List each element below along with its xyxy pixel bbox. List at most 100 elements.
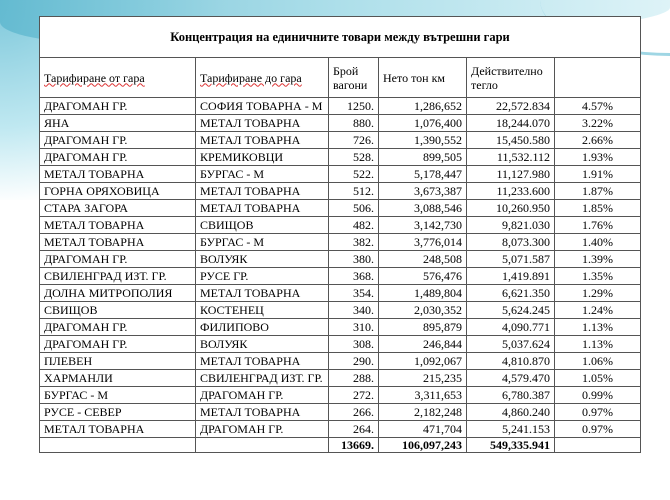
- cell-share: 1.05%: [553, 369, 642, 387]
- table-row: СВИЩОВ КОСТЕНЕЦ 340. 2,030,352 5,624.245 1.24…: [39, 301, 642, 319]
- header-wagons: Брой вагони: [328, 57, 379, 98]
- cell-wagons: 310.: [328, 318, 379, 336]
- cell-actual-weight: 5,037.624: [466, 335, 555, 353]
- table-row: МЕТАЛ ТОВАРНА СВИЩОВ 482. 3,142,730 9,821.03…: [39, 216, 642, 234]
- cell-net-ton-km: 2,182,248: [378, 403, 467, 421]
- cell-to-station: ФИЛИПОВО: [195, 318, 329, 336]
- cell-to-station: СВИЩОВ: [195, 216, 329, 234]
- cell-to-station: МЕТАЛ ТОВАРНА: [195, 114, 329, 132]
- cell-net-ton-km: 3,776,014: [378, 233, 467, 251]
- cell-net-ton-km: 1,092,067: [378, 352, 467, 370]
- table-row: ДРАГОМАН ГР. КРЕМИКОВЦИ 528. 899,505 11,532.…: [39, 148, 642, 166]
- cell-share: 3.22%: [553, 114, 642, 132]
- table-row: ДРАГОМАН ГР. ВОЛУЯК 380. 248,508 5,071.587 1.…: [39, 250, 642, 268]
- cell-from-station: СВИЩОВ: [39, 301, 196, 319]
- cell-wagons: 266.: [328, 403, 379, 421]
- totals-row: 13669. 106,097,243 549,335.941: [39, 437, 642, 453]
- cell-wagons: 726.: [328, 131, 379, 149]
- table-row: ДРАГОМАН ГР. МЕТАЛ ТОВАРНА 726. 1,390,552 15…: [39, 131, 642, 149]
- cell-net-ton-km: 248,508: [378, 250, 467, 268]
- cell-actual-weight: 4,860.240: [466, 403, 555, 421]
- cell-actual-weight: 22,572.834: [466, 97, 555, 115]
- cell-to-station: БУРГАС - М: [195, 233, 329, 251]
- cell-to-station: СОФИЯ ТОВАРНА - М: [195, 97, 329, 115]
- concentration-table: Концентрация на единичните товари между …: [38, 16, 642, 453]
- cell-actual-weight: 18,244.070: [466, 114, 555, 132]
- cell-share: 1.29%: [553, 284, 642, 302]
- cell-share: 1.13%: [553, 318, 642, 336]
- cell-share: 0.99%: [553, 386, 642, 404]
- cell-to-station: ДРАГОМАН ГР.: [195, 420, 329, 438]
- cell-share: 1.35%: [553, 267, 642, 285]
- total-cell: [553, 437, 642, 453]
- table-row: ДОЛНА МИТРОПОЛИЯ МЕТАЛ ТОВАРНА 354. 1,489,8…: [39, 284, 642, 302]
- cell-wagons: 340.: [328, 301, 379, 319]
- cell-to-station: ВОЛУЯК: [195, 250, 329, 268]
- cell-actual-weight: 5,241.153: [466, 420, 555, 438]
- table-row: ДРАГОМАН ГР. ВОЛУЯК 308. 246,844 5,037.624 1.…: [39, 335, 642, 353]
- cell-from-station: ДОЛНА МИТРОПОЛИЯ: [39, 284, 196, 302]
- cell-share: 1.93%: [553, 148, 642, 166]
- table-row: МЕТАЛ ТОВАРНА ДРАГОМАН ГР. 264. 471,704 5,24…: [39, 420, 642, 438]
- table-row: МЕТАЛ ТОВАРНА БУРГАС - М 522. 5,178,447 11,1…: [39, 165, 642, 183]
- total-net-ton-km: 106,097,243: [378, 437, 467, 453]
- cell-wagons: 382.: [328, 233, 379, 251]
- total-actual-weight: 549,335.941: [466, 437, 555, 453]
- cell-wagons: 528.: [328, 148, 379, 166]
- cell-net-ton-km: 1,489,804: [378, 284, 467, 302]
- cell-net-ton-km: 3,673,387: [378, 182, 467, 200]
- cell-net-ton-km: 1,076,400: [378, 114, 467, 132]
- cell-net-ton-km: 1,390,552: [378, 131, 467, 149]
- cell-wagons: 482.: [328, 216, 379, 234]
- table-row: СТАРА ЗАГОРА МЕТАЛ ТОВАРНА 506. 3,088,546 10…: [39, 199, 642, 217]
- cell-wagons: 290.: [328, 352, 379, 370]
- table-row: МЕТАЛ ТОВАРНА БУРГАС - М 382. 3,776,014 8,07…: [39, 233, 642, 251]
- cell-actual-weight: 8,073.300: [466, 233, 555, 251]
- cell-from-station: ДРАГОМАН ГР.: [39, 97, 196, 115]
- cell-net-ton-km: 2,030,352: [378, 301, 467, 319]
- cell-actual-weight: 9,821.030: [466, 216, 555, 234]
- cell-from-station: ДРАГОМАН ГР.: [39, 148, 196, 166]
- cell-wagons: 1250.: [328, 97, 379, 115]
- cell-wagons: 308.: [328, 335, 379, 353]
- cell-to-station: МЕТАЛ ТОВАРНА: [195, 131, 329, 149]
- cell-net-ton-km: 895,879: [378, 318, 467, 336]
- cell-net-ton-km: 246,844: [378, 335, 467, 353]
- table-row: ДРАГОМАН ГР. ФИЛИПОВО 310. 895,879 4,090.771…: [39, 318, 642, 336]
- table-row: БУРГАС - М ДРАГОМАН ГР. 272. 3,311,653 6,780…: [39, 386, 642, 404]
- cell-share: 4.57%: [553, 97, 642, 115]
- cell-from-station: ДРАГОМАН ГР.: [39, 131, 196, 149]
- cell-net-ton-km: 5,178,447: [378, 165, 467, 183]
- cell-net-ton-km: 3,142,730: [378, 216, 467, 234]
- cell-net-ton-km: 3,088,546: [378, 199, 467, 217]
- table-row: ПЛЕВЕН МЕТАЛ ТОВАРНА 290. 1,092,067 4,810.87…: [39, 352, 642, 370]
- cell-net-ton-km: 471,704: [378, 420, 467, 438]
- cell-from-station: СВИЛЕНГРАД ИЗТ. ГР.: [39, 267, 196, 285]
- header-share: [553, 57, 642, 98]
- cell-share: 1.24%: [553, 301, 642, 319]
- cell-actual-weight: 5,624.245: [466, 301, 555, 319]
- cell-wagons: 368.: [328, 267, 379, 285]
- cell-wagons: 288.: [328, 369, 379, 387]
- cell-share: 1.39%: [553, 250, 642, 268]
- cell-actual-weight: 1,419.891: [466, 267, 555, 285]
- total-cell: [195, 437, 329, 453]
- cell-to-station: КРЕМИКОВЦИ: [195, 148, 329, 166]
- cell-from-station: МЕТАЛ ТОВАРНА: [39, 420, 196, 438]
- cell-share: 0.97%: [553, 420, 642, 438]
- cell-wagons: 512.: [328, 182, 379, 200]
- header-from-station: Тарифиране от гара: [39, 57, 196, 98]
- cell-to-station: ВОЛУЯК: [195, 335, 329, 353]
- total-cell: [39, 437, 196, 453]
- cell-net-ton-km: 3,311,653: [378, 386, 467, 404]
- cell-actual-weight: 4,810.870: [466, 352, 555, 370]
- header-row: Тарифиране от гара Тарифиране до гара Бр…: [39, 57, 642, 98]
- cell-share: 1.85%: [553, 199, 642, 217]
- table-title: Концентрация на единичните товари между …: [38, 16, 642, 58]
- cell-from-station: МЕТАЛ ТОВАРНА: [39, 216, 196, 234]
- cell-net-ton-km: 215,235: [378, 369, 467, 387]
- cell-from-station: СТАРА ЗАГОРА: [39, 199, 196, 217]
- cell-to-station: МЕТАЛ ТОВАРНА: [195, 182, 329, 200]
- cell-from-station: ДРАГОМАН ГР.: [39, 318, 196, 336]
- cell-wagons: 880.: [328, 114, 379, 132]
